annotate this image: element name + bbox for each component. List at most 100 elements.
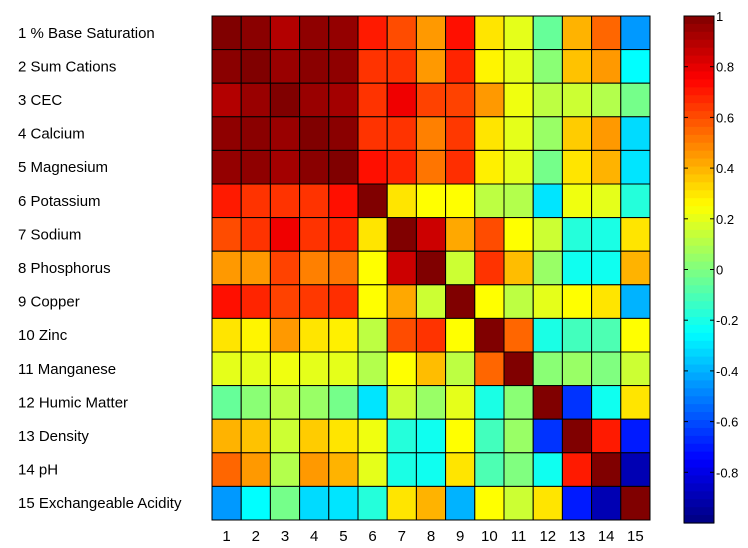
colorbar-band bbox=[684, 388, 714, 397]
colorbar-band bbox=[684, 55, 714, 65]
heatmap-cell bbox=[445, 183, 476, 219]
heatmap-cell bbox=[328, 452, 359, 487]
heatmap-cell bbox=[211, 485, 242, 521]
column-tick-label: 6 bbox=[368, 528, 376, 545]
colorbar-band bbox=[684, 229, 714, 239]
colorbar-band bbox=[684, 126, 714, 136]
heatmap-cell bbox=[445, 485, 476, 521]
row-tick-label: 2 Sum Cations bbox=[18, 58, 116, 75]
heatmap-cell bbox=[299, 452, 330, 487]
heatmap-cell bbox=[357, 183, 388, 219]
colorbar-band bbox=[684, 332, 714, 342]
heatmap-cell bbox=[328, 284, 359, 319]
heatmap-cell bbox=[532, 250, 563, 286]
heatmap-cell bbox=[415, 15, 447, 51]
heatmap-cell bbox=[415, 418, 447, 454]
row-tick-label: 6 Potassium bbox=[18, 193, 101, 210]
heatmap-cell bbox=[269, 418, 301, 454]
heatmap-cell bbox=[561, 418, 593, 454]
heatmap-cell bbox=[532, 452, 563, 487]
column-tick-label: 8 bbox=[427, 528, 435, 545]
heatmap-cell bbox=[211, 418, 242, 454]
heatmap-cell bbox=[211, 49, 242, 84]
colorbar bbox=[683, 15, 715, 524]
colorbar-band bbox=[684, 515, 714, 524]
colorbar-band bbox=[684, 412, 714, 421]
heatmap-cell bbox=[445, 385, 476, 420]
heatmap-cell bbox=[532, 82, 563, 118]
colorbar-band bbox=[684, 111, 714, 120]
row-tick-label: 5 Magnesium bbox=[18, 159, 108, 176]
heatmap-cell bbox=[211, 385, 242, 420]
heatmap-cell bbox=[620, 15, 651, 51]
colorbar-tick-label: 0 bbox=[716, 263, 723, 278]
heatmap-cell bbox=[532, 385, 563, 420]
heatmap-cell bbox=[503, 250, 534, 286]
heatmap-cell bbox=[503, 82, 534, 118]
heatmap-cell bbox=[561, 351, 593, 387]
heatmap-cell bbox=[532, 485, 563, 521]
heatmap-cell bbox=[357, 116, 388, 151]
heatmap-cell bbox=[532, 149, 563, 185]
heatmap-cell bbox=[240, 217, 271, 252]
colorbar-band bbox=[684, 285, 714, 294]
colorbar-band bbox=[684, 443, 714, 453]
heatmap-cell bbox=[357, 452, 388, 487]
colorbar-band bbox=[684, 221, 714, 231]
heatmap-cell bbox=[445, 418, 476, 454]
heatmap-cell bbox=[386, 250, 417, 286]
heatmap-cell bbox=[357, 217, 388, 252]
heatmap-cell bbox=[620, 217, 651, 252]
heatmap-cell bbox=[503, 351, 534, 387]
heatmap-cell bbox=[474, 351, 505, 387]
heatmap-cell bbox=[532, 217, 563, 252]
heatmap-cell bbox=[299, 250, 330, 286]
heatmap-cell bbox=[474, 317, 505, 353]
heatmap-cell bbox=[532, 183, 563, 219]
colorbar-band bbox=[684, 348, 714, 358]
row-tick-label: 10 Zinc bbox=[18, 327, 68, 344]
heatmap-cell bbox=[561, 82, 593, 118]
heatmap-cell bbox=[386, 317, 417, 353]
heatmap-cell bbox=[561, 15, 593, 51]
heatmap-cell bbox=[591, 250, 622, 286]
heatmap-cell bbox=[357, 385, 388, 420]
heatmap-cell bbox=[561, 250, 593, 286]
column-tick-label: 7 bbox=[398, 528, 406, 545]
heatmap-cell bbox=[386, 418, 417, 454]
column-tick-label: 5 bbox=[339, 528, 347, 545]
heatmap-cell bbox=[591, 149, 622, 185]
heatmap-cell bbox=[211, 15, 242, 51]
heatmap-cell bbox=[328, 49, 359, 84]
colorbar-band bbox=[684, 214, 714, 223]
heatmap-cell bbox=[561, 317, 593, 353]
heatmap-cell bbox=[445, 351, 476, 387]
heatmap-cell bbox=[591, 385, 622, 420]
row-tick-label: 15 Exchangeable Acidity bbox=[18, 495, 182, 512]
heatmap-cell bbox=[503, 183, 534, 219]
heatmap-cell bbox=[299, 385, 330, 420]
heatmap-cell bbox=[474, 149, 505, 185]
heatmap-cell bbox=[240, 317, 271, 353]
heatmap-cell bbox=[328, 317, 359, 353]
heatmap-cell bbox=[240, 82, 271, 118]
heatmap-cell bbox=[561, 49, 593, 84]
column-tick-label: 14 bbox=[598, 528, 615, 545]
heatmap-cell bbox=[357, 250, 388, 286]
colorbar-tick-label: 0.4 bbox=[716, 161, 734, 176]
colorbar-band bbox=[684, 87, 714, 96]
heatmap-cell bbox=[591, 452, 622, 487]
heatmap-cell bbox=[269, 82, 301, 118]
heatmap-cell bbox=[620, 317, 651, 353]
heatmap-cell bbox=[445, 82, 476, 118]
colorbar-band bbox=[684, 324, 714, 334]
heatmap-cell bbox=[591, 317, 622, 353]
heatmap-cell bbox=[445, 250, 476, 286]
heatmap-cell bbox=[620, 284, 651, 319]
heatmap-cell bbox=[269, 116, 301, 151]
colorbar-band bbox=[684, 396, 714, 405]
heatmap-cell bbox=[561, 452, 593, 487]
colorbar-band bbox=[684, 340, 714, 350]
heatmap-cell bbox=[445, 149, 476, 185]
heatmap-cell bbox=[269, 317, 301, 353]
